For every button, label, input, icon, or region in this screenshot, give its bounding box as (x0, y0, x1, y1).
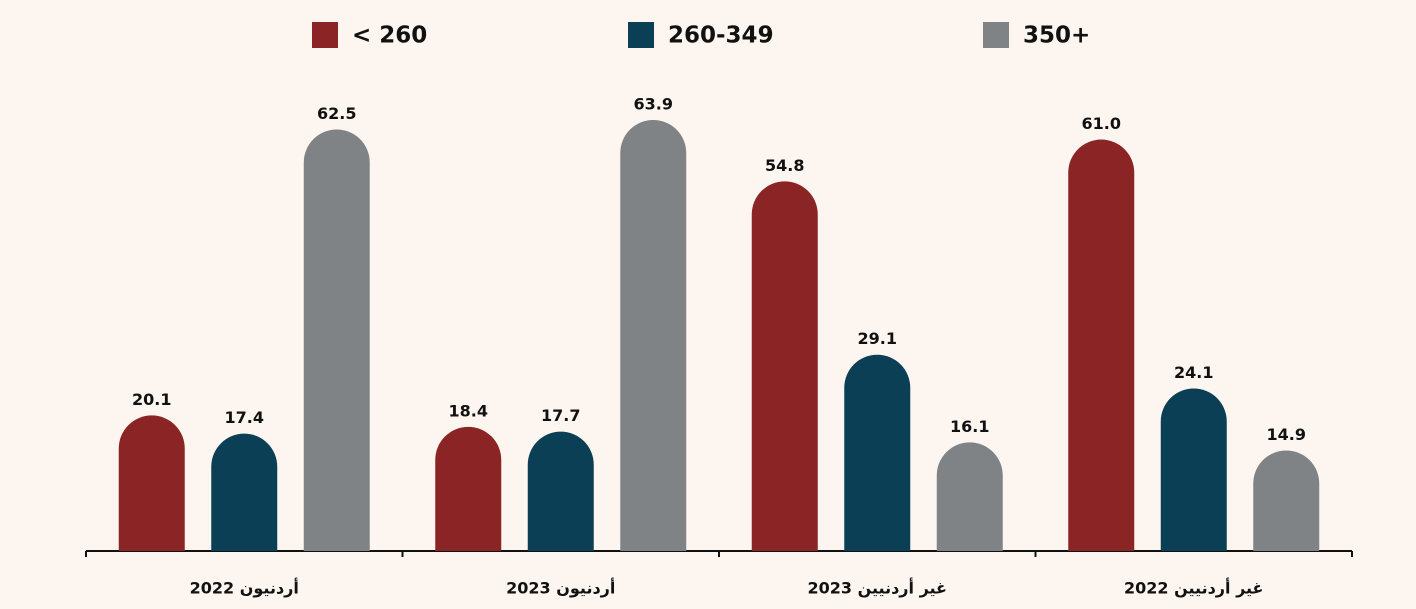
legend-swatch (312, 22, 338, 48)
bar (435, 426, 502, 551)
bar (118, 415, 185, 551)
value-label: 17.7 (541, 406, 580, 425)
value-label: 24.1 (1174, 363, 1213, 382)
bar (751, 181, 818, 551)
bar (1068, 139, 1135, 552)
bar (844, 354, 911, 551)
bar (303, 129, 370, 551)
value-label: 61.0 (1082, 114, 1121, 133)
category-label: غير أردنيين 2022 (1124, 578, 1263, 598)
bar (936, 442, 1003, 551)
value-label: 62.5 (317, 104, 356, 123)
value-label: 20.1 (132, 390, 171, 409)
value-label: 17.4 (225, 408, 264, 427)
category-label: أردنيون 2022 (190, 578, 299, 598)
legend-label: < 260 (352, 23, 427, 49)
bar (211, 433, 278, 551)
legend-swatch (983, 22, 1009, 48)
value-label: 29.1 (858, 329, 897, 348)
bar (527, 431, 594, 551)
value-label: 18.4 (449, 401, 488, 420)
value-label: 63.9 (634, 95, 673, 114)
bar (1160, 388, 1227, 551)
bar (1253, 450, 1320, 551)
legend-label: 350+ (1023, 23, 1090, 49)
legend-label: 260-349 (668, 23, 774, 49)
value-label: 54.8 (765, 156, 804, 175)
bar (620, 120, 687, 552)
value-label: 14.9 (1267, 425, 1306, 444)
value-label: 16.1 (950, 417, 989, 436)
category-label: غير أردنيين 2023 (808, 578, 947, 598)
category-label: أردنيون 2023 (506, 578, 615, 598)
legend-swatch (628, 22, 654, 48)
